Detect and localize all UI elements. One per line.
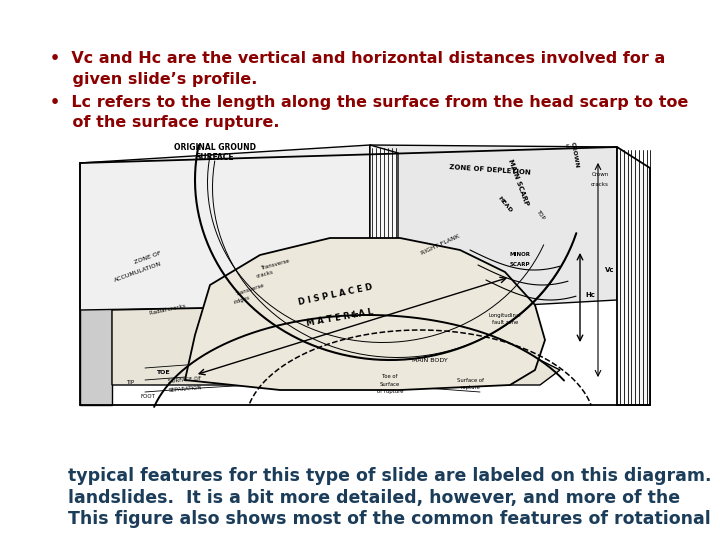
Text: TOE: TOE xyxy=(156,369,170,375)
Text: S: S xyxy=(566,145,570,150)
Text: of the surface rupture.: of the surface rupture. xyxy=(50,115,280,130)
Text: M A T E R I A L: M A T E R I A L xyxy=(306,308,374,328)
Text: Crown: Crown xyxy=(591,172,608,178)
Text: •  Lc refers to the length along the surface from the head scarp to toe: • Lc refers to the length along the surf… xyxy=(50,94,689,110)
Text: ZONE OF DEPLETION: ZONE OF DEPLETION xyxy=(449,164,531,176)
Text: HEAD: HEAD xyxy=(497,196,513,214)
Text: MAIN BODY: MAIN BODY xyxy=(412,357,448,362)
Text: •  Vc and Hc are the vertical and horizontal distances involved for a: • Vc and Hc are the vertical and horizon… xyxy=(50,51,666,66)
Text: SURFACE OF: SURFACE OF xyxy=(168,376,202,384)
Text: Longitudinal: Longitudinal xyxy=(489,313,521,318)
Text: SEPARATION: SEPARATION xyxy=(168,385,202,393)
Text: SURFACE: SURFACE xyxy=(196,152,234,161)
Text: ridges: ridges xyxy=(233,295,251,305)
Polygon shape xyxy=(370,145,398,312)
Polygon shape xyxy=(112,305,560,385)
Text: of rupture: of rupture xyxy=(377,389,403,395)
Text: cracks: cracks xyxy=(256,269,274,279)
Text: ORIGINAL GROUND: ORIGINAL GROUND xyxy=(174,144,256,152)
Polygon shape xyxy=(370,145,617,312)
Text: MAIN SCARP: MAIN SCARP xyxy=(507,158,529,206)
Text: D I S P L A C E D: D I S P L A C E D xyxy=(297,283,373,307)
Text: Surface of: Surface of xyxy=(456,377,483,382)
Text: This figure also shows most of the common features of rotational: This figure also shows most of the commo… xyxy=(68,510,711,528)
Text: Hc: Hc xyxy=(585,292,595,298)
Text: MINOR: MINOR xyxy=(510,253,531,258)
Text: TOP: TOP xyxy=(535,209,545,221)
Polygon shape xyxy=(185,238,545,390)
Text: Radial cracks: Radial cracks xyxy=(150,303,186,316)
Polygon shape xyxy=(80,145,370,310)
Text: Surface: Surface xyxy=(380,381,400,387)
Text: Lc: Lc xyxy=(351,312,359,318)
Text: Transverse: Transverse xyxy=(235,283,265,297)
Text: given slide’s profile.: given slide’s profile. xyxy=(50,72,258,87)
Text: Vc: Vc xyxy=(606,267,615,273)
Text: rupture: rupture xyxy=(460,386,480,390)
Text: fault zone: fault zone xyxy=(492,321,518,326)
Polygon shape xyxy=(80,163,112,405)
Text: RIGHT FLANK: RIGHT FLANK xyxy=(420,234,460,256)
Text: FOOT: FOOT xyxy=(140,394,156,399)
Text: ACCUMULATION: ACCUMULATION xyxy=(114,261,163,283)
Text: landslides.  It is a bit more detailed, however, and more of the: landslides. It is a bit more detailed, h… xyxy=(68,489,680,507)
Polygon shape xyxy=(370,305,475,345)
Text: cracks: cracks xyxy=(591,181,609,186)
Text: typical features for this type of slide are labeled on this diagram.: typical features for this type of slide … xyxy=(68,467,712,485)
Polygon shape xyxy=(617,147,650,405)
Text: Transverse: Transverse xyxy=(260,259,290,271)
Text: Toe of: Toe of xyxy=(382,374,397,379)
Text: ZONE OF: ZONE OF xyxy=(134,251,162,265)
Text: CROWN: CROWN xyxy=(570,141,580,168)
Text: SCARP: SCARP xyxy=(510,261,530,267)
Text: TIP: TIP xyxy=(126,380,134,384)
